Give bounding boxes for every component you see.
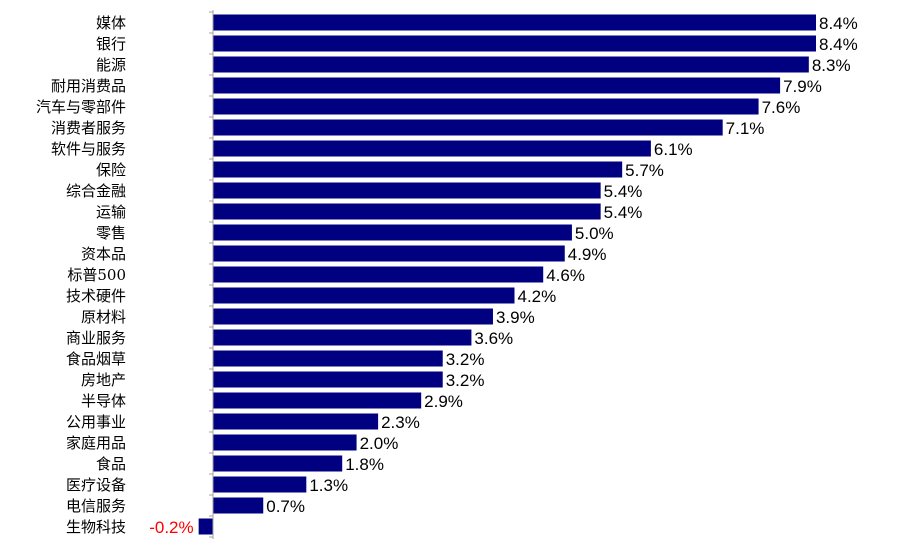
- bar-2: [213, 56, 809, 73]
- bar-11: [213, 245, 565, 262]
- category-label: 运输: [96, 203, 126, 221]
- category-label: 保险: [96, 161, 126, 179]
- value-label: 3.9%: [496, 308, 535, 327]
- value-label: 3.6%: [474, 329, 513, 348]
- bar-23: [213, 497, 264, 514]
- value-label: 7.1%: [726, 119, 765, 138]
- value-label: 5.0%: [575, 224, 614, 243]
- bar-21: [213, 455, 343, 472]
- bars-layer: [198, 14, 816, 535]
- bar-0: [213, 14, 816, 31]
- value-label: 2.9%: [424, 392, 463, 411]
- bar-5: [213, 119, 723, 136]
- value-label: 8.3%: [812, 56, 851, 75]
- value-label: 4.6%: [546, 266, 585, 285]
- value-label: 2.3%: [381, 413, 420, 432]
- value-label: 6.1%: [654, 140, 693, 159]
- value-label: 8.4%: [819, 35, 858, 54]
- bar-13: [213, 287, 515, 304]
- category-label: 标普500: [67, 266, 126, 284]
- bar-1: [213, 35, 816, 52]
- category-label: 资本品: [81, 245, 126, 263]
- bar-12: [213, 266, 544, 283]
- value-label: 3.2%: [446, 371, 485, 390]
- bar-7: [213, 161, 623, 178]
- category-label: 商业服务: [66, 329, 126, 347]
- category-label: 原材料: [81, 308, 126, 326]
- category-labels: 媒体银行能源耐用消费品汽车与零部件消费者服务软件与服务保险综合金融运输零售资本品…: [36, 14, 126, 536]
- category-label: 家庭用品: [66, 434, 126, 452]
- bar-16: [213, 350, 443, 367]
- category-label: 消费者服务: [51, 119, 126, 137]
- value-label: 4.2%: [518, 287, 557, 306]
- category-label: 媒体: [96, 14, 126, 32]
- value-labels: 8.4% 8.4% 8.3% 7.9% 7.6% 7.1% 6.1% 5.7% 5.4% 5.4%…: [149, 14, 858, 537]
- value-label: 1.3%: [309, 476, 348, 495]
- value-label: 3.2%: [446, 350, 485, 369]
- bar-19: [213, 413, 379, 430]
- category-label: 公用事业: [66, 413, 126, 431]
- value-label: 1.8%: [345, 455, 384, 474]
- value-label: 0.7%: [266, 497, 305, 516]
- bar-6: [213, 140, 651, 157]
- bar-9: [213, 203, 601, 220]
- value-label: 5.4%: [604, 203, 643, 222]
- category-label: 银行: [96, 35, 126, 53]
- bar-22: [213, 476, 307, 493]
- category-label: 汽车与零部件: [36, 98, 126, 116]
- value-label: 8.4%: [819, 14, 858, 33]
- bar-20: [213, 434, 357, 451]
- category-label: 医疗设备: [66, 476, 126, 494]
- value-label: -0.2%: [149, 518, 193, 537]
- value-label: 2.0%: [360, 434, 399, 453]
- category-label: 食品: [96, 455, 126, 473]
- bar-8: [213, 182, 601, 199]
- bar-10: [213, 224, 572, 241]
- bar-24: [198, 518, 213, 535]
- category-label: 能源: [96, 56, 126, 74]
- bar-14: [213, 308, 493, 325]
- category-label: 软件与服务: [51, 140, 126, 158]
- axis-layer: [209, 10, 214, 539]
- category-label: 零售: [96, 224, 126, 242]
- value-label: 4.9%: [568, 245, 607, 264]
- value-label: 5.7%: [625, 161, 664, 180]
- category-label: 食品烟草: [66, 350, 126, 368]
- category-label: 耐用消费品: [51, 77, 126, 95]
- value-label: 7.9%: [783, 77, 822, 96]
- category-label: 半导体: [81, 392, 126, 410]
- bar-4: [213, 98, 759, 115]
- bar-3: [213, 77, 781, 94]
- bar-18: [213, 392, 422, 409]
- bar-17: [213, 371, 443, 388]
- category-label: 电信服务: [66, 497, 126, 515]
- category-label: 房地产: [81, 371, 126, 389]
- value-label: 7.6%: [762, 98, 801, 117]
- bar-15: [213, 329, 472, 346]
- value-label: 5.4%: [604, 182, 643, 201]
- category-label: 技术硬件: [66, 287, 126, 305]
- category-label: 综合金融: [66, 182, 126, 200]
- category-label: 生物科技: [66, 518, 126, 536]
